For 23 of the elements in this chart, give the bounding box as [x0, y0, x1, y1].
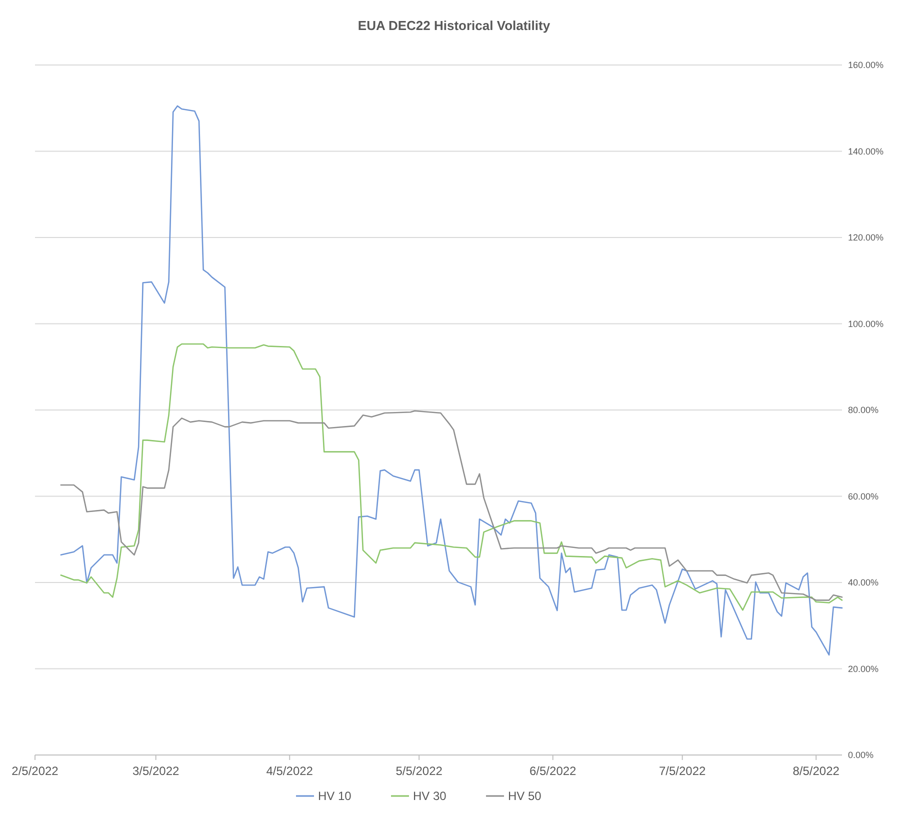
legend-label: HV 10 — [318, 789, 352, 804]
line-series — [60, 343, 843, 611]
chart-title: EUA DEC22 Historical Volatility — [358, 18, 551, 33]
y-tick-label: 80.00% — [848, 405, 879, 416]
y-tick-label: 120.00% — [848, 232, 884, 243]
y-tick-label: 40.00% — [848, 578, 879, 588]
legend-label: HV 50 — [508, 789, 542, 804]
y-tick-label: 140.00% — [848, 146, 884, 156]
y-tick-label: 0.00% — [848, 750, 874, 760]
x-tick-label: 5/5/2022 — [396, 764, 443, 778]
line-series — [60, 105, 843, 656]
line-series — [60, 410, 843, 601]
x-tick-label: 4/5/2022 — [266, 764, 314, 778]
y-tick-label: 160.00% — [848, 60, 884, 70]
x-tick-label: 6/5/2022 — [530, 764, 577, 778]
y-tick-label: 20.00% — [848, 664, 879, 674]
y-tick-label: 60.00% — [848, 491, 879, 502]
legend-label: HV 30 — [413, 789, 447, 804]
x-tick-label: 3/5/2022 — [132, 764, 180, 778]
x-tick-label: 2/5/2022 — [12, 764, 59, 778]
y-tick-label: 100.00% — [848, 318, 884, 329]
x-tick-label: 7/5/2022 — [658, 764, 706, 778]
x-tick-label: 8/5/2022 — [792, 764, 840, 778]
